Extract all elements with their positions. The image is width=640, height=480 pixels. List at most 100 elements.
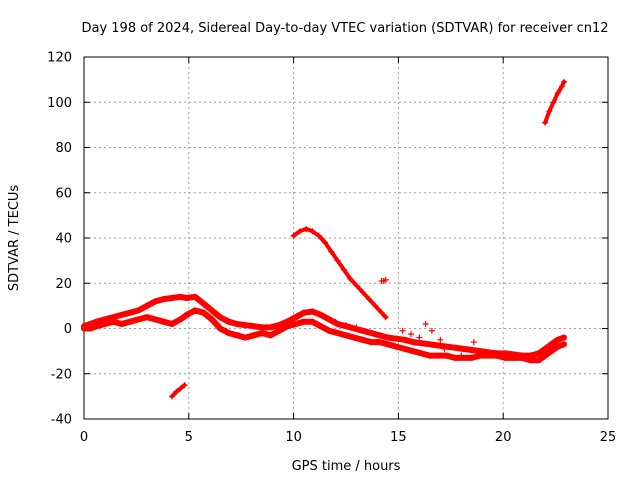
data-point (428, 327, 435, 334)
y-tick-labels: -40 -20 0 20 40 60 80 100 120 (47, 51, 72, 428)
data-point (101, 320, 108, 327)
x-tick-label: 15 (390, 430, 407, 445)
data-point (343, 332, 349, 339)
data-points (81, 78, 567, 400)
data-point (236, 332, 243, 339)
data-point (343, 322, 349, 329)
data-point (192, 293, 199, 300)
data-point (554, 343, 561, 350)
data-point (317, 311, 324, 318)
data-point (177, 316, 184, 323)
data-point (259, 330, 266, 337)
data-point (217, 325, 224, 332)
data-point (550, 99, 557, 106)
data-point (160, 318, 167, 325)
data-point (548, 348, 555, 355)
data-point (468, 346, 475, 353)
data-point (135, 307, 142, 314)
data-point (458, 352, 465, 359)
data-point (548, 341, 555, 348)
data-point (353, 282, 360, 289)
y-tick-label: 20 (55, 277, 72, 292)
data-point (510, 354, 517, 361)
y-tick-label: -40 (51, 413, 72, 428)
data-point (326, 327, 333, 334)
data-point (127, 318, 134, 325)
data-point (407, 331, 414, 338)
data-point (177, 385, 184, 392)
data-point (315, 232, 322, 239)
data-point (560, 78, 567, 85)
data-point (359, 336, 366, 343)
data-point (554, 336, 561, 343)
data-point (127, 309, 134, 316)
data-arc (170, 383, 187, 399)
data-point (393, 335, 400, 342)
data-point (451, 344, 458, 351)
data-point (242, 334, 249, 341)
data-point (173, 388, 180, 395)
y-axis-label: SDTVAR / TECUs (7, 185, 22, 292)
data-point (489, 350, 496, 357)
data-point (353, 324, 360, 331)
data-point (152, 316, 159, 323)
data-point (169, 320, 176, 327)
y-tick-label: -20 (51, 367, 72, 382)
x-tick-label: 25 (600, 430, 617, 445)
data-point (384, 334, 391, 341)
y-tick-label: 120 (47, 51, 72, 66)
data-point (382, 314, 389, 321)
data-point (554, 90, 561, 97)
data-point (183, 311, 190, 318)
data-point (351, 334, 358, 341)
x-tick-label: 10 (285, 430, 302, 445)
data-point (192, 307, 199, 314)
data-point (267, 324, 274, 331)
data-point (110, 318, 117, 325)
data-point (208, 316, 215, 323)
data-point (382, 276, 389, 283)
data-point (426, 352, 433, 359)
y-tick-label: 80 (55, 141, 72, 156)
data-point (225, 318, 232, 325)
data-point (183, 294, 190, 301)
data-point (177, 293, 184, 300)
data-point (340, 266, 347, 273)
data-point (523, 353, 530, 360)
y-tick-label: 100 (47, 96, 72, 111)
data-point (267, 332, 274, 339)
data-point (477, 352, 484, 359)
data-point (416, 334, 423, 341)
data-point (359, 289, 366, 296)
data-point (242, 322, 249, 329)
data-point (217, 314, 224, 321)
data-point (152, 298, 159, 305)
data-point (410, 339, 417, 346)
y-tick-label: 40 (55, 232, 72, 247)
data-point (435, 342, 442, 349)
y-tick-label: 60 (55, 186, 72, 201)
data-point (376, 332, 383, 339)
data-point (546, 108, 553, 115)
data-point (558, 83, 565, 90)
data-point (470, 339, 477, 346)
data-point (87, 325, 94, 332)
data-point (359, 327, 366, 334)
data-point (81, 325, 87, 332)
data-point (426, 341, 433, 348)
data-point (169, 393, 176, 400)
data-point (200, 309, 207, 316)
data-point (460, 345, 467, 352)
data-point (368, 330, 375, 337)
data-point (535, 350, 542, 357)
data-point (118, 311, 125, 318)
chart-title: Day 198 of 2024, Sidereal Day-to-day VTE… (81, 21, 608, 36)
data-point (401, 345, 408, 352)
data-point (301, 309, 308, 316)
data-point (328, 248, 335, 255)
data-point (493, 352, 500, 359)
data-point (437, 336, 444, 343)
data-point (399, 327, 406, 334)
data-point (418, 340, 425, 347)
data-point (410, 348, 417, 355)
